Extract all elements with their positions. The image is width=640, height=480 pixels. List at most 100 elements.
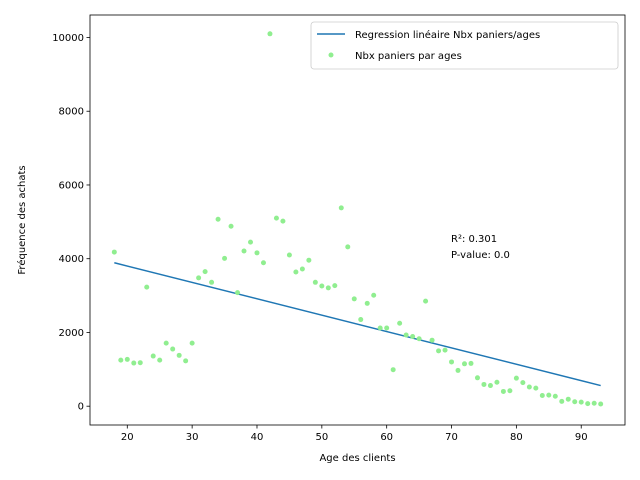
legend: Regression linéaire Nbx paniers/ages Nbx… (310, 21, 619, 70)
scatter-point (500, 388, 506, 394)
scatter-point (436, 348, 442, 354)
scatter-point (248, 239, 253, 245)
plot-area (111, 31, 604, 407)
axis-ticks: 20 30 40 50 60 70 80 90 0 2000 4000 6000 8000 10000 (52, 33, 587, 443)
scatter-point (520, 380, 526, 386)
scatter-point (585, 401, 591, 407)
scatter-point (189, 340, 195, 346)
scatter-point (410, 334, 416, 340)
plot-frame (89, 14, 626, 426)
scatter-point (390, 367, 396, 373)
scatter-point (157, 357, 163, 363)
scatter-point (267, 31, 273, 37)
scatter-point (507, 388, 513, 394)
scatter-point (513, 375, 519, 381)
scatter-point (183, 358, 189, 364)
scatter-point (170, 346, 176, 352)
x-tick-label: 40 (251, 432, 264, 443)
scatter-point (325, 285, 331, 291)
scatter-point (487, 383, 493, 389)
scatter-point (137, 360, 143, 366)
scatter-point (572, 399, 578, 405)
scatter-point (215, 216, 221, 222)
scatter-point (131, 360, 137, 366)
x-tick-label: 70 (445, 432, 458, 443)
scatter-point (144, 284, 150, 290)
legend-scatter-swatch (328, 52, 334, 58)
scatter-point (403, 332, 409, 338)
scatter-point (254, 250, 260, 256)
annotation: R²: 0.301 P-value: 0.0 (451, 234, 510, 261)
scatter-point (163, 340, 169, 346)
y-tick-label: 8000 (59, 107, 84, 118)
y-tick-label: 0 (78, 402, 84, 413)
scatter-point (462, 361, 467, 367)
scatter-point (202, 269, 208, 275)
x-tick-label: 80 (510, 432, 523, 443)
scatter-point (118, 357, 124, 363)
scatter-point (423, 298, 429, 304)
scatter-point (565, 396, 571, 402)
scatter-point (111, 249, 117, 255)
scatter-point (312, 279, 318, 285)
scatter-point (351, 296, 357, 302)
scatter-point (591, 400, 597, 406)
scatter-point (481, 381, 487, 387)
x-tick-label: 60 (380, 432, 393, 443)
scatter-point (345, 244, 351, 250)
scatter-point (384, 325, 390, 331)
scatter-point (539, 393, 545, 399)
scatter-point (364, 300, 370, 306)
scatter-point (319, 283, 325, 289)
scatter-point (209, 279, 215, 285)
scatter-point (299, 266, 305, 272)
x-tick-label: 50 (315, 432, 328, 443)
scatter-point (260, 260, 266, 266)
scatter-point (377, 325, 383, 331)
scatter-point (280, 218, 286, 224)
scatter-point (552, 393, 558, 399)
regression-line (114, 262, 601, 387)
scatter-point (429, 337, 435, 343)
scatter-point (176, 352, 182, 358)
scatter-point (371, 292, 377, 298)
y-tick-label: 10000 (52, 33, 84, 44)
scatter-point (332, 283, 338, 289)
y-axis-label: Fréquence des achats (16, 165, 28, 274)
scatter-point (338, 205, 344, 211)
scatter-point (150, 353, 156, 359)
scatter-point (416, 336, 422, 342)
scatter-point (273, 215, 279, 221)
scatter-point (358, 317, 364, 323)
scatter-point (306, 257, 312, 263)
pvalue-annotation: P-value: 0.0 (451, 250, 510, 261)
scatter-point (474, 375, 480, 381)
scatter-point (286, 252, 292, 258)
y-tick-label: 2000 (59, 328, 84, 339)
scatter-point (559, 398, 565, 404)
x-axis-label: Age des clients (319, 453, 395, 464)
scatter-point (578, 399, 584, 405)
scatter-point (293, 269, 299, 275)
r2-annotation: R²: 0.301 (451, 234, 497, 245)
legend-box (310, 21, 619, 70)
legend-label-regression: Regression linéaire Nbx paniers/ages (355, 29, 540, 41)
scatter-point (468, 360, 474, 366)
scatter-point (494, 379, 500, 385)
scatter-point (546, 392, 552, 398)
legend-label-scatter: Nbx paniers par ages (355, 51, 462, 62)
scatter-point (526, 384, 532, 390)
scatter-point (455, 367, 461, 373)
scatter-point (228, 223, 234, 229)
scatter-point (124, 356, 130, 362)
scatter-point (449, 359, 455, 365)
x-tick-label: 30 (186, 432, 199, 443)
scatter-point (397, 320, 403, 326)
x-tick-label: 90 (575, 432, 588, 443)
scatter-point (235, 290, 241, 296)
y-tick-label: 6000 (59, 180, 84, 191)
y-tick-label: 4000 (59, 254, 84, 265)
scatter-point (533, 385, 539, 391)
scatter-point (241, 248, 247, 254)
